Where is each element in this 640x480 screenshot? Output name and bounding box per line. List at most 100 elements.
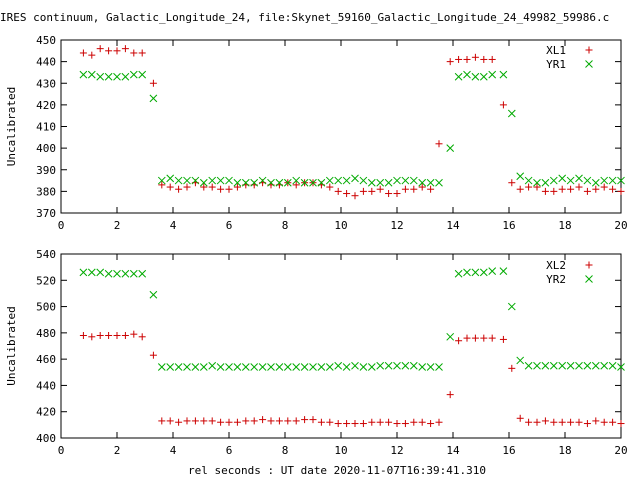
legend-label-xl2: XL2: [546, 259, 566, 272]
data-point-yr1: [479, 72, 488, 81]
data-point-yr1: [600, 176, 609, 185]
data-point-yr2: [241, 363, 250, 371]
legend-label-xl1: XL1: [546, 44, 566, 57]
data-point-xl1: [427, 185, 435, 193]
data-point-xl2: [334, 420, 342, 428]
y-tick-label: 370: [36, 207, 56, 220]
data-point-yr1: [409, 176, 418, 185]
data-point-yr2: [499, 267, 508, 275]
data-point-xl2: [166, 417, 174, 425]
data-point-xl2: [259, 416, 267, 424]
x-tick-label: 18: [558, 444, 571, 457]
data-point-yr1: [549, 176, 558, 185]
data-point-xl2: [435, 418, 443, 426]
data-point-yr1: [426, 178, 435, 187]
data-point-xl1: [385, 190, 393, 198]
data-point-xl1: [471, 53, 479, 61]
data-point-yr1: [199, 178, 208, 187]
x-tick-label: 6: [226, 219, 233, 232]
data-point-xl1: [233, 183, 241, 191]
data-point-yr2: [208, 361, 217, 370]
data-point-yr1: [575, 174, 583, 183]
data-point-xl2: [471, 334, 479, 342]
data-point-xl2: [600, 418, 608, 426]
data-point-yr2: [121, 269, 130, 278]
data-point-xl1: [575, 183, 583, 191]
data-point-xl1: [376, 185, 384, 193]
data-point-yr2: [575, 361, 583, 370]
data-point-yr2: [608, 361, 617, 370]
data-point-yr1: [471, 72, 480, 81]
data-point-xl2: [130, 330, 138, 338]
data-point-yr1: [166, 174, 175, 183]
data-point-yr2: [558, 361, 567, 370]
data-point-xl1: [533, 183, 541, 191]
x-tick-label: 6: [226, 444, 233, 457]
data-point-xl2: [317, 418, 325, 426]
data-point-xl1: [130, 49, 138, 57]
x-tick-label: 20: [614, 444, 627, 457]
data-point-xl1: [79, 49, 87, 57]
y-tick-label: 480: [36, 327, 56, 340]
data-point-yr1: [435, 178, 443, 187]
data-point-yr2: [541, 361, 550, 370]
data-point-xl1: [480, 55, 488, 63]
data-point-yr1: [216, 176, 225, 185]
data-point-yr2: [566, 361, 575, 370]
data-point-xl1: [488, 55, 496, 63]
data-point-yr2: [300, 363, 309, 371]
data-point-yr2: [334, 361, 343, 370]
x-tick-label: 8: [282, 444, 289, 457]
data-point-xl2: [217, 418, 225, 426]
data-point-yr1: [174, 176, 183, 185]
data-point-xl2: [292, 417, 300, 425]
data-point-yr1: [488, 70, 497, 79]
data-point-xl1: [617, 187, 625, 195]
data-point-yr2: [96, 268, 105, 277]
data-point-xl1: [567, 185, 575, 193]
data-point-xl1: [516, 185, 524, 193]
data-point-yr1: [359, 176, 368, 185]
data-point-yr2: [183, 363, 191, 371]
data-point-yr1: [258, 176, 267, 185]
y-tick-label: 390: [36, 164, 56, 177]
data-point-xl2: [427, 420, 435, 428]
y-tick-label: 420: [36, 99, 56, 112]
data-point-xl1: [558, 185, 566, 193]
data-point-yr1: [541, 178, 550, 187]
data-point-yr1: [292, 176, 301, 185]
data-point-xl2: [158, 417, 166, 425]
data-point-yr2: [533, 361, 541, 370]
data-point-yr1: [499, 70, 508, 79]
data-point-yr1: [157, 176, 166, 185]
data-point-yr2: [384, 361, 393, 370]
x-tick-label: 2: [114, 219, 121, 232]
legend-marker-xl1: [585, 46, 593, 54]
data-point-xl2: [609, 418, 617, 426]
y-tick-label: 540: [36, 248, 56, 261]
y-axis-label: Uncalibrated: [5, 306, 18, 385]
data-point-yr2: [507, 302, 516, 311]
data-point-yr2: [104, 269, 113, 278]
data-point-xl2: [516, 414, 524, 422]
data-point-yr2: [129, 269, 138, 278]
x-tick-label: 10: [334, 444, 347, 457]
x-tick-label: 2: [114, 444, 121, 457]
data-point-xl2: [309, 416, 317, 424]
data-point-yr1: [300, 178, 309, 187]
data-point-xl1: [334, 187, 342, 195]
data-point-yr2: [463, 268, 471, 277]
data-point-yr1: [87, 70, 96, 79]
series-yr2: [79, 267, 625, 371]
data-point-yr1: [558, 174, 567, 183]
data-point-xl2: [79, 331, 87, 339]
data-point-xl2: [583, 420, 591, 428]
y-tick-label: 440: [36, 379, 56, 392]
data-point-xl1: [343, 190, 351, 198]
data-point-yr1: [325, 176, 334, 185]
data-point-yr2: [376, 361, 385, 370]
data-point-xl2: [410, 418, 418, 426]
data-point-yr1: [454, 72, 463, 81]
data-point-yr1: [183, 176, 191, 185]
data-point-xl2: [105, 331, 113, 339]
